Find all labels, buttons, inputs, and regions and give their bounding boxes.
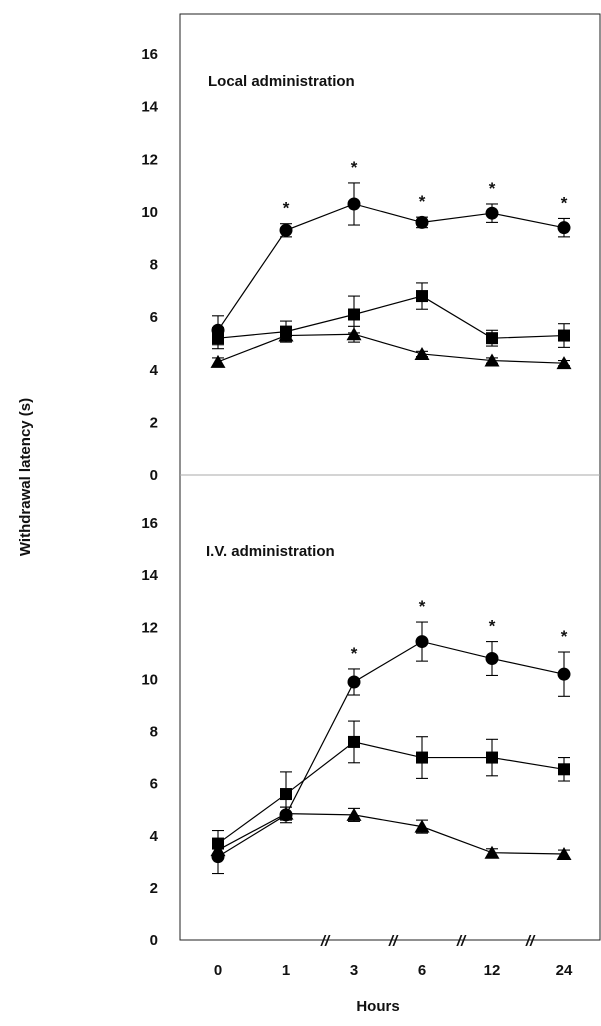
y-tick-label: 12 — [141, 151, 158, 168]
x-axis-label: Hours — [356, 998, 399, 1015]
y-tick-label: 2 — [150, 414, 158, 431]
axis-break-mark: // — [388, 933, 399, 950]
y-tick-label: 10 — [141, 671, 158, 688]
series-line-triangle — [217, 333, 565, 364]
y-tick-label: 16 — [141, 46, 158, 63]
y-tick-label: 6 — [150, 776, 158, 793]
data-point-square — [212, 332, 224, 345]
y-tick-label: 2 — [150, 880, 158, 897]
data-point-square — [486, 751, 498, 764]
panel-title: Local administration — [208, 73, 355, 90]
significance-marker: * — [489, 179, 496, 198]
data-point-triangle — [556, 846, 572, 860]
series-line-triangle — [217, 812, 565, 855]
x-tick-label: 12 — [484, 962, 501, 979]
x-tick-label: 1 — [282, 962, 290, 979]
data-point-triangle — [210, 843, 226, 857]
x-tick-label: 24 — [556, 962, 573, 979]
y-tick-label: 6 — [150, 309, 158, 326]
series-line-circle — [217, 203, 565, 331]
data-point-circle — [557, 221, 571, 235]
y-axis-label: Withdrawal latency (s) — [17, 398, 34, 556]
data-point-square — [348, 735, 360, 748]
y-tick-label: 16 — [141, 515, 158, 532]
y-tick-label: 10 — [141, 204, 158, 221]
y-tick-label: 12 — [141, 619, 158, 636]
panel-title: I.V. administration — [206, 543, 335, 560]
data-point-triangle — [556, 356, 572, 370]
data-point-circle — [485, 652, 499, 666]
x-tick-label: 0 — [214, 962, 222, 979]
data-point-circle — [279, 223, 293, 237]
data-point-triangle — [210, 354, 226, 368]
significance-marker: * — [351, 644, 358, 663]
significance-marker: * — [489, 617, 496, 636]
x-tick-label: 3 — [350, 962, 358, 979]
data-point-triangle — [484, 353, 500, 367]
significance-marker: * — [419, 597, 426, 616]
data-point-circle — [347, 197, 361, 211]
data-point-square — [416, 290, 428, 303]
y-tick-label: 8 — [150, 257, 158, 274]
y-tick-label: 8 — [150, 724, 158, 741]
x-tick-label: 6 — [418, 962, 426, 979]
data-point-circle — [415, 635, 429, 649]
y-tick-label: 4 — [150, 362, 159, 379]
axis-break-mark: // — [456, 933, 467, 950]
significance-marker: * — [561, 193, 568, 212]
data-point-circle — [557, 667, 571, 681]
data-point-square — [558, 329, 570, 342]
data-point-triangle — [278, 806, 294, 820]
plot-frame — [179, 13, 601, 941]
series-line-circle — [217, 640, 565, 858]
data-point-circle — [415, 215, 429, 229]
data-point-triangle — [414, 346, 430, 360]
series-line-square — [217, 295, 565, 339]
data-point-square — [558, 763, 570, 776]
data-point-triangle — [346, 327, 362, 341]
data-point-circle — [485, 206, 499, 220]
axis-break-mark: // — [525, 933, 536, 950]
y-tick-label: 4 — [150, 828, 159, 845]
data-point-triangle — [278, 328, 294, 342]
significance-marker: * — [561, 627, 568, 646]
significance-marker: * — [351, 158, 358, 177]
data-point-circle — [347, 675, 361, 689]
series-line-square — [217, 741, 565, 845]
data-point-square — [280, 788, 292, 801]
axis-break-mark: // — [320, 933, 331, 950]
data-point-square — [348, 308, 360, 321]
significance-marker: * — [283, 199, 290, 218]
significance-marker: * — [419, 192, 426, 211]
y-tick-label: 14 — [141, 567, 158, 584]
data-point-square — [486, 332, 498, 345]
y-tick-label: 0 — [150, 467, 158, 484]
data-point-triangle — [414, 819, 430, 833]
data-point-triangle — [346, 807, 362, 821]
y-tick-label: 0 — [150, 932, 158, 949]
y-tick-label: 14 — [141, 99, 158, 116]
data-point-square — [416, 751, 428, 764]
data-point-triangle — [484, 845, 500, 859]
